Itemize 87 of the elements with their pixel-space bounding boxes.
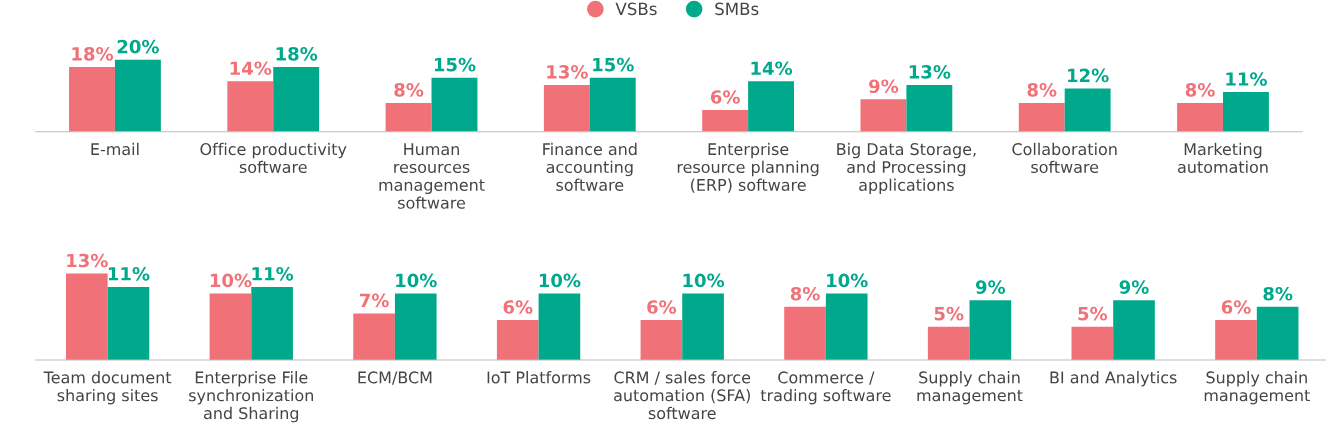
bar bbox=[1215, 320, 1257, 360]
data-label: 14% bbox=[230, 61, 272, 76]
bar bbox=[543, 84, 590, 132]
x-tick-label: Big Data Storage, and Processing applications bbox=[837, 142, 976, 195]
data-label: 6% bbox=[503, 300, 533, 314]
data-label: 13% bbox=[547, 64, 588, 79]
data-label: 10% bbox=[539, 273, 581, 288]
data-label: 13% bbox=[67, 253, 108, 268]
data-label: 14% bbox=[751, 61, 793, 76]
bar bbox=[353, 313, 395, 360]
data-label: 7% bbox=[359, 293, 389, 308]
x-tick-label: Finance and accounting software bbox=[543, 142, 637, 191]
data-label: 18% bbox=[72, 47, 114, 61]
bar bbox=[227, 81, 274, 132]
x-tick-label: Supply chain management bbox=[917, 371, 1023, 405]
bar bbox=[431, 77, 478, 132]
data-label: 15% bbox=[593, 57, 634, 72]
bar bbox=[1113, 300, 1155, 360]
x-tick-label: IoT Platforms bbox=[487, 371, 591, 384]
data-label: 8% bbox=[394, 82, 424, 97]
x-tick-label: Supply chain management bbox=[1204, 371, 1310, 405]
bar bbox=[906, 84, 953, 132]
bar bbox=[702, 110, 749, 132]
x-tick-label: Enterprise resource planning (ERP) software bbox=[677, 142, 819, 193]
data-label: 13% bbox=[909, 64, 951, 79]
data-label: 10% bbox=[396, 273, 437, 288]
x-tick-label: ECM/BCM bbox=[358, 371, 432, 385]
bar bbox=[209, 293, 252, 360]
bar bbox=[114, 59, 161, 132]
bar bbox=[860, 99, 907, 132]
bar bbox=[748, 81, 795, 132]
data-label: 6% bbox=[710, 90, 740, 104]
bar bbox=[784, 306, 826, 360]
x-tick-label: Human resources management software bbox=[379, 143, 485, 209]
legend-label: VSBs bbox=[615, 2, 657, 16]
x-tick-label: E-mail bbox=[91, 142, 139, 156]
bar bbox=[69, 66, 115, 132]
bar bbox=[1222, 92, 1269, 132]
data-label: 11% bbox=[108, 266, 150, 281]
bar bbox=[496, 320, 539, 360]
data-label: 10% bbox=[683, 273, 725, 288]
x-tick-label: Collaboration software bbox=[1012, 142, 1117, 174]
bar bbox=[825, 293, 868, 360]
data-label: 9% bbox=[975, 280, 1006, 294]
data-label: 20% bbox=[117, 39, 159, 54]
bar bbox=[273, 66, 320, 132]
bar bbox=[640, 320, 683, 360]
x-tick-label: Office productivity software bbox=[200, 142, 347, 174]
bar bbox=[385, 102, 432, 132]
bar bbox=[1256, 306, 1299, 360]
bar bbox=[589, 77, 636, 132]
x-tick-label: BI and Analytics bbox=[1050, 371, 1177, 387]
data-label: 10% bbox=[827, 273, 868, 288]
bar bbox=[1064, 88, 1111, 132]
data-label: 8% bbox=[1027, 82, 1057, 97]
data-label: 6% bbox=[647, 300, 677, 314]
data-label: 9% bbox=[1119, 280, 1149, 294]
data-label: 5% bbox=[1078, 306, 1108, 321]
bar bbox=[1018, 102, 1065, 132]
bar bbox=[682, 293, 724, 360]
data-label: 8% bbox=[1263, 286, 1293, 301]
bar bbox=[251, 286, 293, 360]
x-tick-label: Team document sharing sites bbox=[43, 371, 172, 405]
bar bbox=[394, 293, 437, 360]
data-label: 8% bbox=[790, 286, 820, 301]
bar bbox=[969, 300, 1012, 360]
bar bbox=[107, 286, 150, 360]
bar bbox=[1071, 326, 1114, 360]
data-label: 12% bbox=[1068, 68, 1109, 83]
x-tick-label: Enterprise File synchronization and Sharing bbox=[189, 371, 313, 423]
data-label: 10% bbox=[210, 273, 252, 288]
bar bbox=[927, 326, 970, 360]
x-tick-label: Marketing automation bbox=[1178, 142, 1268, 174]
x-tick-label: CRM / sales force automation (SFA) software bbox=[614, 371, 751, 420]
data-label: 8% bbox=[1185, 82, 1215, 97]
bar bbox=[65, 273, 108, 360]
data-label: 11% bbox=[1226, 72, 1267, 86]
data-label: 9% bbox=[869, 79, 899, 94]
x-tick-label: Commerce / trading software bbox=[760, 371, 891, 405]
legend-label: SMBs bbox=[715, 2, 759, 16]
data-label: 11% bbox=[252, 266, 294, 281]
data-label: 15% bbox=[434, 57, 476, 72]
bar bbox=[538, 293, 581, 360]
data-label: 6% bbox=[1221, 300, 1251, 314]
bar bbox=[1177, 102, 1223, 132]
data-label: 5% bbox=[934, 306, 964, 321]
data-label: 18% bbox=[276, 47, 318, 61]
